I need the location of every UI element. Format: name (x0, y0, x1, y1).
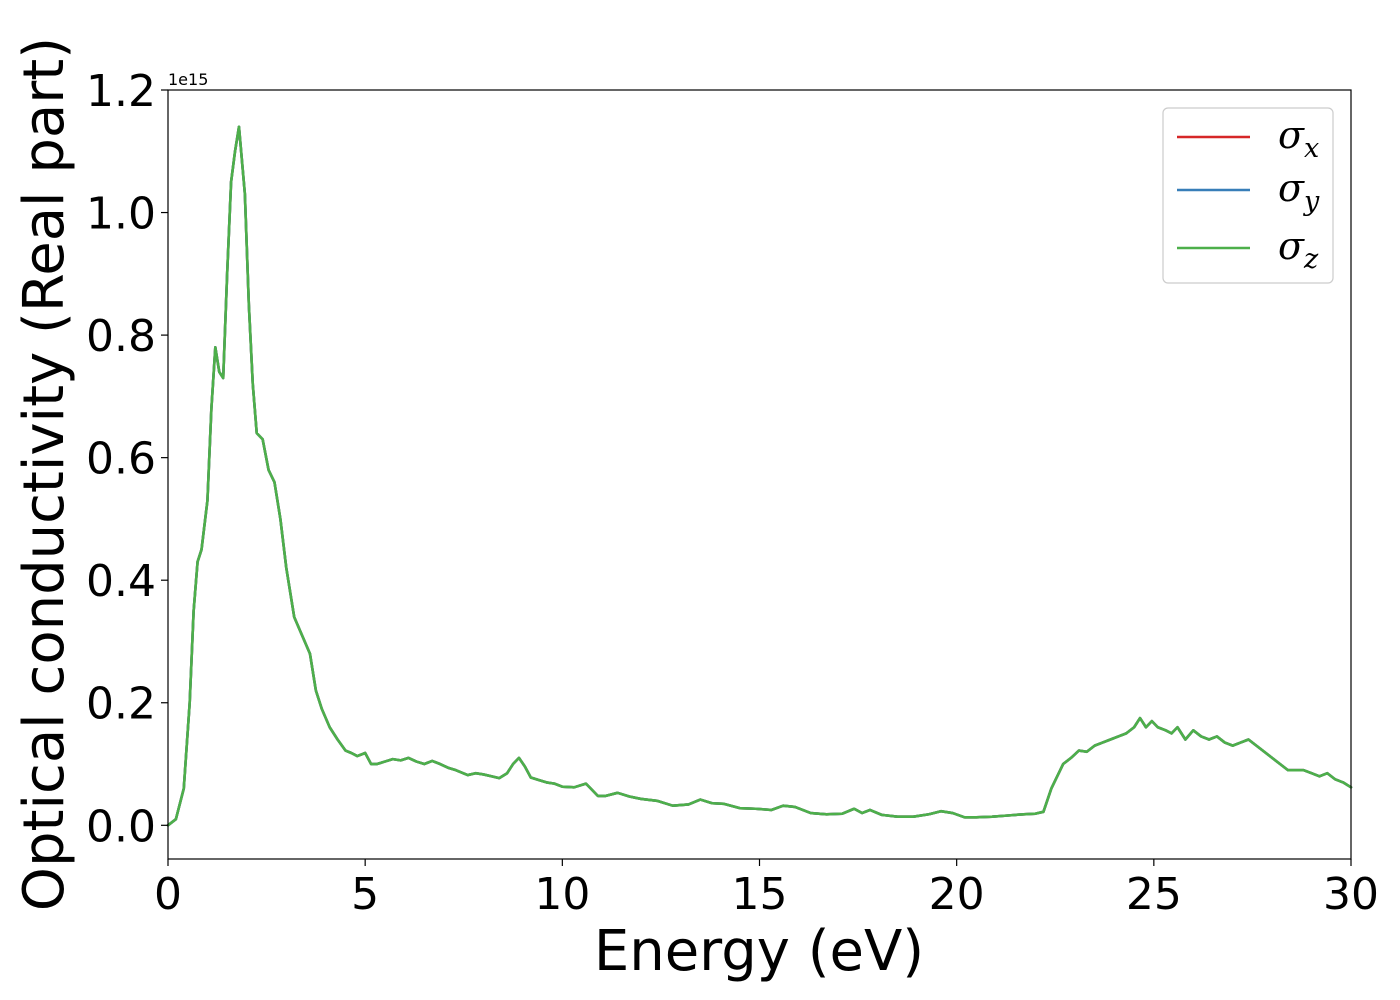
x-tick-label: 10 (534, 869, 590, 920)
legend-label-subscript: z (1303, 244, 1319, 275)
x-tick-label: 15 (732, 869, 788, 920)
legend-label-base: σ (1278, 166, 1305, 210)
legend-label-subscript: y (1303, 186, 1320, 217)
y-tick-label: 1.0 (86, 189, 156, 240)
legend-label-x: σx (1278, 113, 1319, 164)
series-layer (166, 125, 1353, 827)
y-axis-ticks: 0.0 0.2 0.4 0.6 0.8 1.0 1.2 (86, 66, 168, 852)
x-tick-label: 0 (154, 869, 182, 920)
series-line-z (166, 125, 1353, 827)
legend-frame (1162, 107, 1334, 284)
legend-label-z: σz (1278, 224, 1319, 275)
y-tick-label: 1.2 (86, 66, 156, 117)
x-axis-title: Energy (eV) (594, 919, 924, 984)
x-tick-label: 5 (351, 869, 379, 920)
x-tick-label: 25 (1126, 869, 1182, 920)
y-tick-label: 0.8 (86, 311, 156, 362)
legend-label-base: σ (1278, 224, 1305, 268)
y-tick-label: 0.2 (86, 679, 156, 730)
legend-label-y: σy (1278, 166, 1320, 217)
y-axis-title: Optical conductivity (Real part) (12, 37, 77, 911)
y-offset-label: 1e15 (168, 70, 208, 89)
x-tick-label: 20 (929, 869, 985, 920)
legend-label-base: σ (1278, 113, 1305, 157)
y-tick-label: 0.6 (86, 434, 156, 485)
x-tick-label: 30 (1323, 869, 1379, 920)
x-axis-ticks: 0 5 10 15 20 25 30 (154, 859, 1379, 920)
legend-label-subscript: x (1304, 133, 1319, 164)
y-tick-label: 0.4 (86, 556, 156, 607)
y-tick-label: 0.0 (86, 801, 156, 852)
